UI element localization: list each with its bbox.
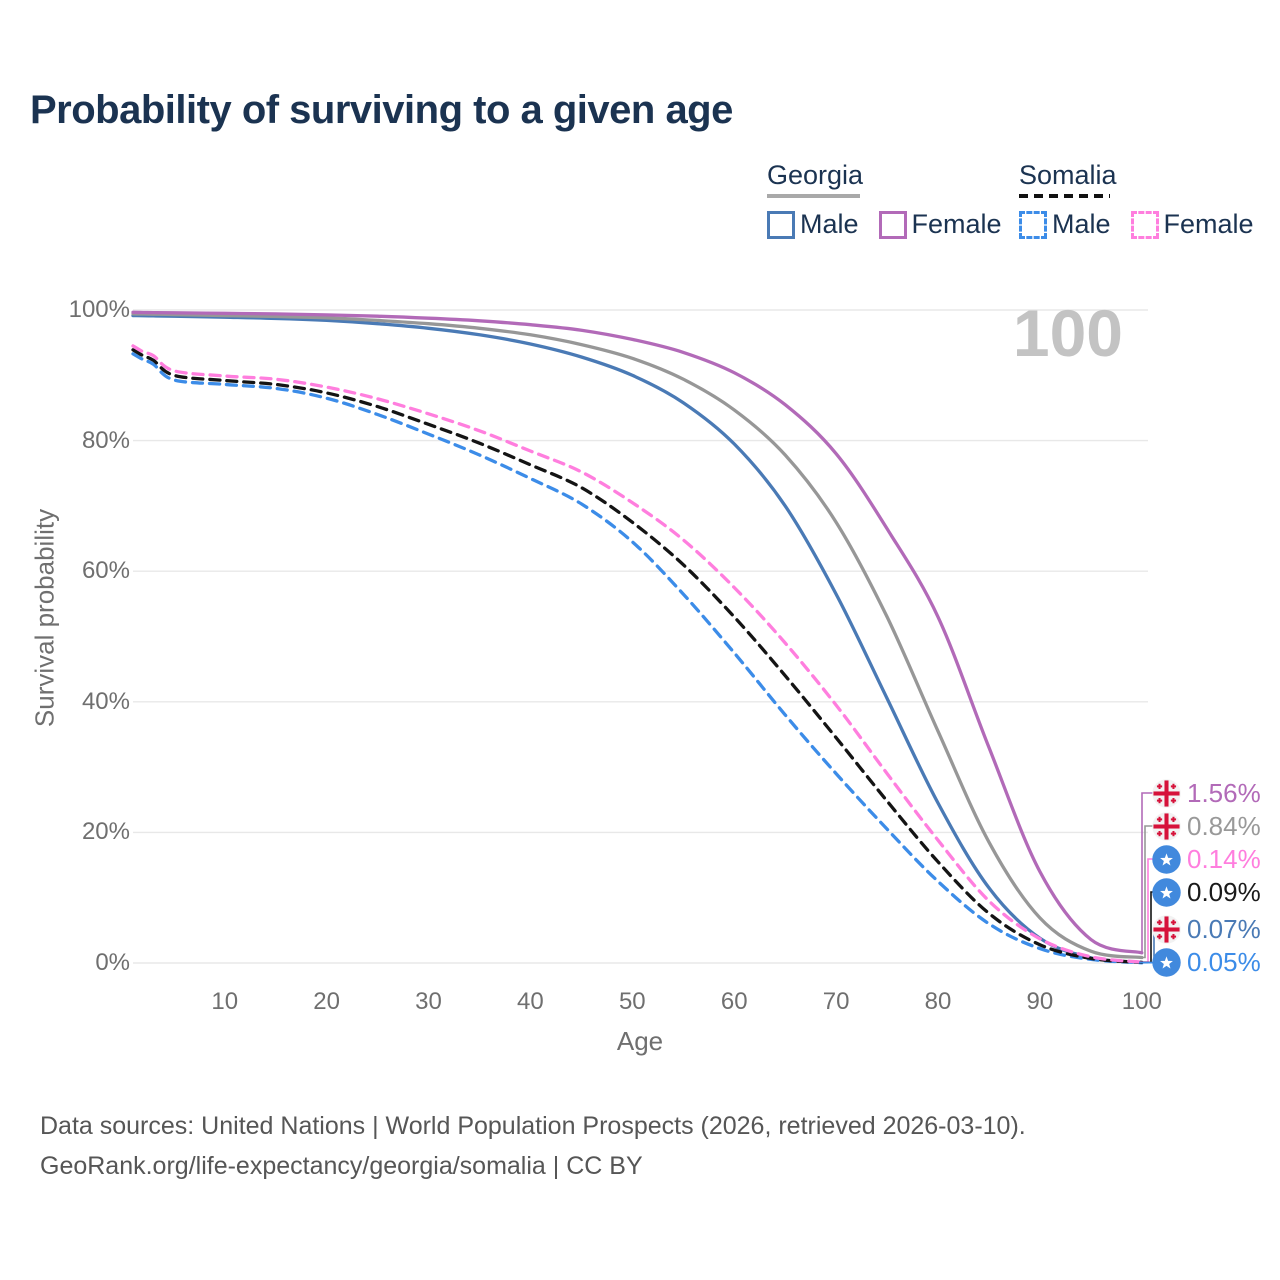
end-value: 0.07% (1187, 913, 1261, 944)
x-tick-label: 10 (211, 988, 239, 1015)
legend-label: Male (1052, 209, 1111, 239)
somalia-flag-icon (1152, 844, 1181, 874)
x-tick-label: 90 (1026, 988, 1054, 1015)
page-title: Probability of surviving to a given age (30, 88, 733, 132)
x-tick-label: 80 (924, 988, 952, 1015)
end-label-georgia-male: 0.07% (1152, 914, 1261, 944)
attribution-line: GeoRank.org/life-expectancy/georgia/soma… (40, 1152, 643, 1180)
x-tick-label: 40 (517, 988, 544, 1015)
y-tick-label: 100% (68, 296, 130, 323)
legend-country-somalia: Somalia (1019, 160, 1117, 190)
georgia-solid-line-swatch (767, 194, 860, 198)
series-line-georgia_male (131, 313, 1144, 965)
end-label-georgia-female: 1.56% (1152, 778, 1261, 808)
end-value: 0.14% (1187, 843, 1261, 874)
end-label-georgia-both: 0.84% (1152, 811, 1261, 841)
x-tick-label: 30 (415, 988, 442, 1015)
x-tick-label: 70 (822, 988, 850, 1015)
x-tick-label: 50 (618, 988, 646, 1015)
legend-group-somalia: Somalia Male Female (1019, 160, 1254, 240)
footer: Data sources: United Nations | World Pop… (40, 1106, 1026, 1186)
end-label-somalia-male: 0.05% (1152, 947, 1261, 977)
somalia-female-swatch (1130, 210, 1159, 239)
georgia-male-swatch (767, 210, 795, 239)
somalia-dashed-line-swatch (1019, 194, 1110, 198)
series-line-somalia_female (131, 344, 1144, 964)
leader-line-georgia_female (1139, 792, 1160, 954)
somalia-flag-icon (1152, 947, 1181, 977)
somalia-flag-icon (1152, 877, 1181, 907)
legend-label: Male (800, 209, 859, 239)
georgia-female-swatch (878, 210, 907, 239)
y-tick-label: 40% (81, 687, 130, 715)
series-line-georgia_both (131, 312, 1144, 960)
legend-item-georgia-female[interactable]: Female (878, 209, 1002, 240)
end-value: 0.84% (1187, 810, 1261, 841)
end-value: 1.56% (1187, 777, 1261, 808)
y-tick-label: 0% (95, 949, 130, 976)
end-label-somalia-female: 0.14% (1152, 844, 1261, 874)
legend-group-georgia: Georgia Male Female (767, 160, 1002, 240)
series-line-somalia_male (131, 352, 1144, 965)
end-value: 0.09% (1187, 876, 1261, 907)
legend-country-georgia: Georgia (767, 160, 864, 190)
georgia-flag-icon (1152, 914, 1181, 944)
x-tick-label: 60 (720, 988, 748, 1015)
legend-label: Female (911, 209, 1002, 239)
data-sources-line: Data sources: United Nations | World Pop… (40, 1112, 1026, 1140)
legend-item-georgia-male[interactable]: Male (767, 209, 859, 240)
y-tick-label: 80% (81, 426, 130, 454)
georgia-flag-icon (1152, 778, 1181, 808)
x-tick-label: 20 (313, 988, 340, 1015)
end-value: 0.05% (1187, 946, 1261, 977)
somalia-male-swatch (1019, 210, 1047, 239)
legend-label: Female (1163, 209, 1254, 239)
y-tick-label: 20% (81, 818, 130, 846)
end-label-somalia-both: 0.09% (1152, 877, 1261, 907)
series-line-georgia_female (131, 310, 1144, 955)
x-axis-title: Age (616, 1026, 664, 1056)
georgia-flag-icon (1152, 811, 1181, 841)
age-watermark: 100 (1012, 296, 1123, 370)
legend-item-somalia-female[interactable]: Female (1130, 209, 1254, 240)
series-line-somalia_both (131, 348, 1144, 965)
legend-item-somalia-male[interactable]: Male (1019, 209, 1111, 240)
x-tick-label: 100 (1121, 988, 1162, 1015)
y-tick-label: 60% (81, 557, 130, 585)
